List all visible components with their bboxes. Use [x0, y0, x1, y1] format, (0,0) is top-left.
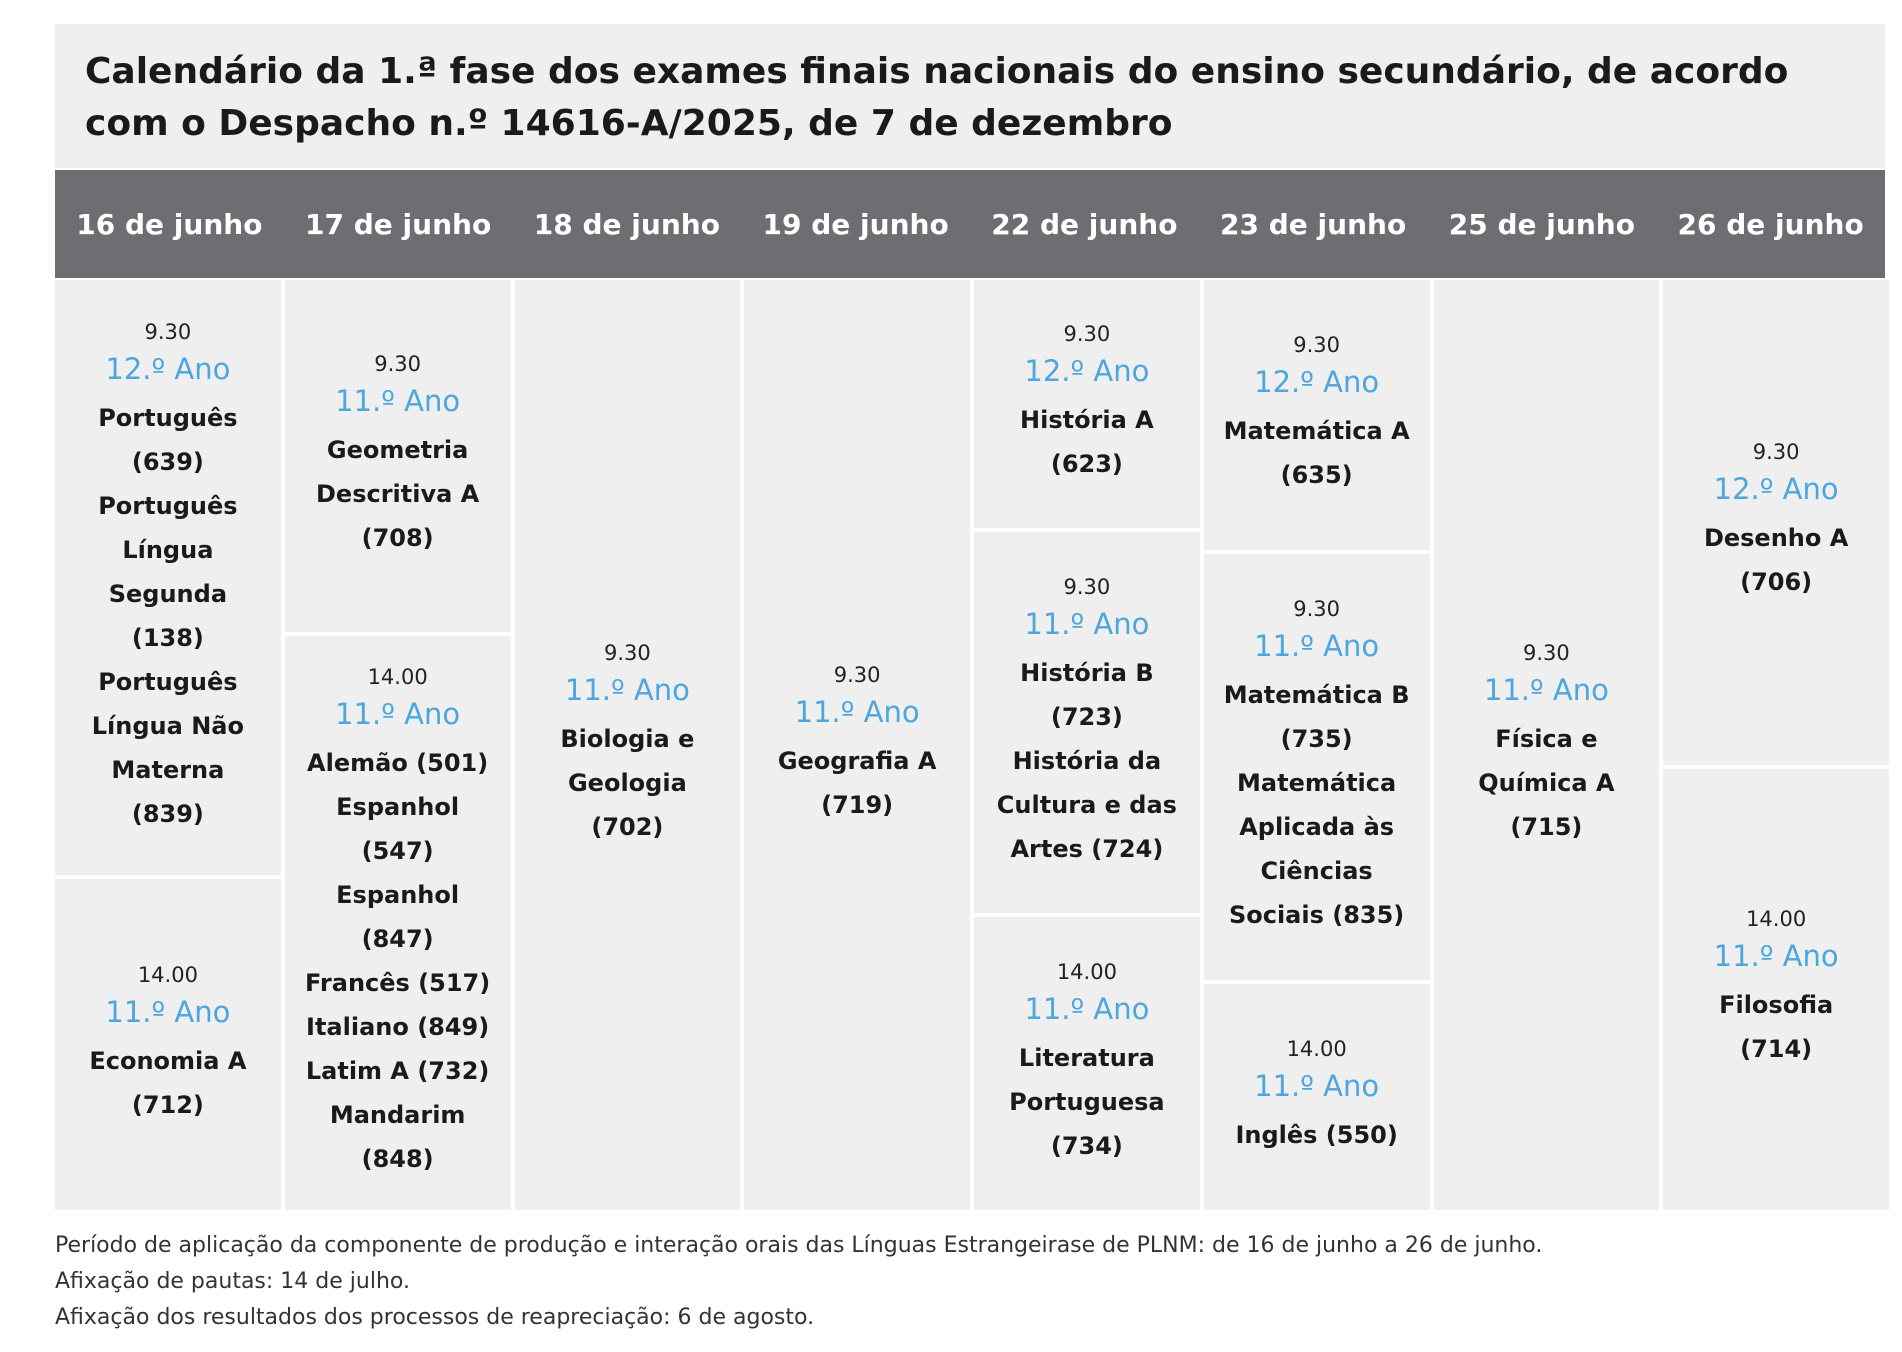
session-time: 14.00 — [367, 665, 428, 690]
exam-name: Filosofia (714) — [1719, 991, 1834, 1064]
session-time: 9.30 — [374, 352, 421, 377]
session-cell: 9.30 11.º Ano História B (723) História da … — [974, 532, 1200, 914]
exam-name: Matemática A (635) — [1223, 416, 1410, 489]
day-column: 9.30 11.º Ano Geografia A (719) — [744, 280, 970, 1210]
exam-name: Francês (517) — [305, 969, 491, 998]
session-time: 9.30 — [1063, 574, 1111, 599]
school-year: 11.º Ano — [1024, 606, 1150, 641]
header-row: 16 de junho 17 de junho 18 de junho 19 de j… — [55, 170, 1885, 278]
session-cell: 9.30 12.º Ano Desenho A (706) — [1663, 280, 1889, 765]
school-year: 11.º Ano — [1483, 673, 1609, 707]
session-time: 9.30 — [603, 641, 651, 665]
school-year: 11.º Ano — [794, 695, 920, 729]
session-time: 9.30 — [1752, 440, 1800, 465]
exam-name: Economia A (712) — [89, 1046, 247, 1119]
day-column: 9.30 11.º Ano Biologia e Geologia (702) — [514, 280, 741, 1210]
school-year: 12.º Ano — [1254, 364, 1380, 399]
exam-name: Física e Química A (715) — [1478, 725, 1615, 841]
date-header: 18 de junho — [533, 207, 720, 241]
exam-name: Desenho A (706) — [1703, 524, 1849, 597]
exam-name: Geografia A (719) — [777, 747, 937, 819]
exam-name: Geometria Descritiva A (708) — [316, 436, 480, 553]
exam-name: Português Língua Não Materna (839) — [91, 667, 244, 828]
date-header: 25 de junho — [1448, 207, 1635, 241]
date-header: 26 de junho — [1677, 207, 1864, 241]
day-column: 9.30 11.º Ano Geometria Descritiva A (708)… — [284, 280, 511, 1210]
day-column: 9.30 11.º Ano Física e Química A (715) — [1433, 280, 1660, 1210]
session-time: 14.00 — [1286, 1036, 1347, 1061]
date-header: 23 de junho — [1220, 207, 1407, 241]
exam-name: Matemática B (735) — [1223, 680, 1410, 753]
session-cell: 14.00 11.º Ano Alemão (501) Espanhol (547) E… — [284, 636, 511, 1210]
session-cell: 14.00 11.º Ano Literatura Portuguesa (734) — [974, 917, 1200, 1210]
footer-note: Afixação de pautas: 14 de julho. — [55, 1269, 410, 1294]
footer-note: Afixação dos resultados dos processos de… — [55, 1305, 815, 1330]
exam-name: Inglês (550) — [1235, 1120, 1398, 1149]
session-cell: 9.30 11.º Ano Biologia e Geologia (702) — [514, 280, 741, 1210]
session-cell: 9.30 11.º Ano Física e Química A (715) — [1433, 280, 1660, 1210]
session-cell: 14.00 11.º Ano Filosofia (714) — [1663, 768, 1889, 1210]
exam-name: Italiano (849) — [306, 1013, 490, 1042]
session-time: 14.00 — [1746, 907, 1807, 932]
date-header: 16 de junho — [76, 207, 263, 241]
session-time: 9.30 — [1293, 596, 1340, 621]
session-time: 9.30 — [144, 319, 192, 344]
exam-name: Português Língua Segunda (138) — [98, 491, 238, 652]
exam-name: Latim A (732) — [305, 1057, 490, 1086]
session-cell: 9.30 11.º Ano Geometria Descritiva A (708) — [284, 280, 511, 633]
exam-name: Espanhol (547) — [336, 793, 460, 866]
school-year: 11.º Ano — [1024, 991, 1150, 1026]
date-header: 22 de junho — [991, 207, 1178, 241]
school-year: 11.º Ano — [1254, 1068, 1380, 1103]
footer-note: Período de aplicação da componente de pr… — [55, 1233, 1543, 1258]
session-cell: 9.30 12.º Ano Português (639) Português Lín… — [55, 280, 281, 876]
schedule: 9.30 12.º Ano Português (639) Português Lín… — [55, 280, 1889, 1210]
session-cell: 14.00 11.º Ano Economia A (712) — [55, 879, 281, 1210]
session-time: 14.00 — [1056, 959, 1117, 984]
session-time: 9.30 — [833, 663, 881, 687]
session-cell: 9.30 11.º Ano Geografia A (719) — [744, 280, 970, 1210]
school-year: 11.º Ano — [564, 673, 690, 707]
exam-name: História da Cultura e das Artes (724) — [996, 746, 1177, 863]
school-year: 11.º Ano — [335, 697, 461, 732]
session-cell: 9.30 11.º Ano Matemática B (735) Matemática… — [1203, 553, 1430, 980]
exam-name: Português (639) — [98, 403, 238, 476]
session-cell: 9.30 12.º Ano História A (623) — [974, 280, 1200, 529]
session-time: 9.30 — [1293, 332, 1340, 357]
footer: Período de aplicação da componente de pr… — [55, 1228, 1542, 1336]
session-time: 14.00 — [137, 962, 198, 987]
exam-name: Biologia e Geologia (702) — [560, 725, 695, 841]
exam-name: Matemática Aplicada às Ciências Sociais … — [1228, 768, 1405, 929]
school-year: 11.º Ano — [335, 384, 461, 419]
date-header: 19 de junho — [762, 207, 949, 241]
exam-name: Mandarim (848) — [329, 1101, 466, 1174]
session-cell: 14.00 11.º Ano Inglês (550) — [1203, 983, 1430, 1210]
exam-name: História A (623) — [1020, 406, 1154, 479]
school-year: 11.º Ano — [1254, 628, 1380, 663]
session-time: 9.30 — [1522, 641, 1570, 665]
school-year: 12.º Ano — [1024, 354, 1150, 389]
title: Calendário da 1.ª fase dos exames finais… — [55, 24, 1885, 168]
school-year: 11.º Ano — [1713, 939, 1839, 974]
exam-name: Literatura Portuguesa (734) — [1009, 1043, 1165, 1160]
session-cell: 9.30 12.º Ano Matemática A (635) — [1203, 280, 1430, 550]
exam-name: Espanhol (847) — [336, 881, 460, 954]
day-column: 9.30 12.º Ano Matemática A (635) 9.30 11.º A… — [1203, 280, 1430, 1210]
session-time: 9.30 — [1063, 322, 1111, 347]
day-column: 9.30 12.º Ano Desenho A (706) 14.00 11.º Ano… — [1663, 280, 1889, 1210]
school-year: 12.º Ano — [1713, 472, 1839, 507]
day-column: 9.30 12.º Ano História A (623) 9.30 11.º Ano… — [974, 280, 1200, 1210]
school-year: 12.º Ano — [105, 351, 231, 386]
school-year: 11.º Ano — [105, 994, 231, 1029]
exam-name: Alemão (501) — [307, 749, 489, 778]
exam-name: História B (723) — [1020, 658, 1154, 731]
date-header: 17 de junho — [305, 207, 492, 241]
day-column: 9.30 12.º Ano Português (639) Português Lín… — [55, 280, 281, 1210]
